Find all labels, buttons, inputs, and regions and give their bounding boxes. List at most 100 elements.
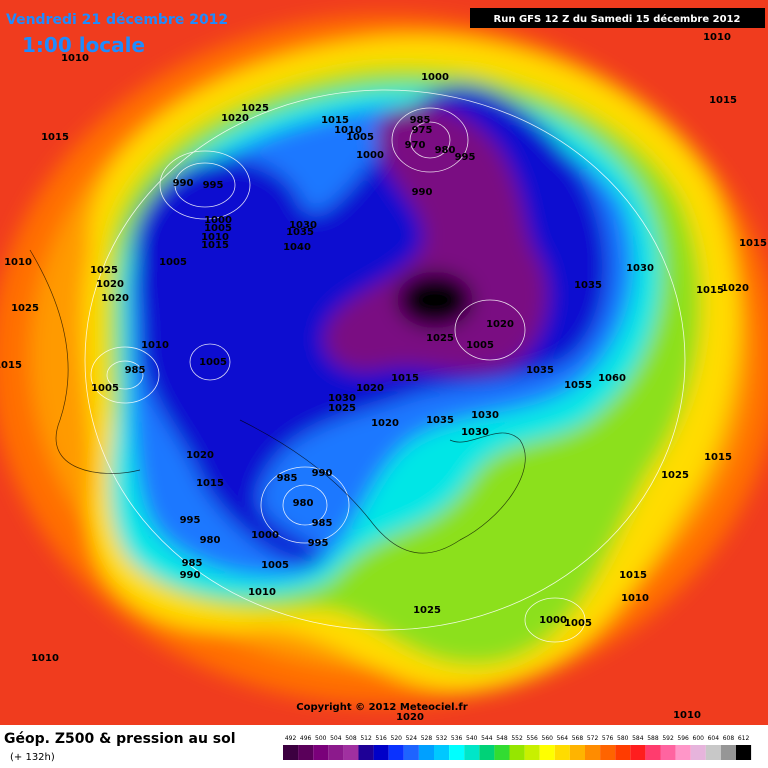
isobar-label: 1015 xyxy=(619,570,647,581)
isobar-label: 990 xyxy=(312,468,333,479)
isobar-label: 1030 xyxy=(461,427,489,438)
scale-label: 540 xyxy=(466,735,478,742)
isobar-label: 1000 xyxy=(204,215,232,226)
scale-swatch xyxy=(539,745,555,760)
isobar-label: 975 xyxy=(412,125,433,136)
time: 1:00 locale xyxy=(22,33,145,57)
isobar-label: 1020 xyxy=(186,450,214,461)
isobar-label: 1035 xyxy=(286,227,314,238)
field xyxy=(0,0,768,725)
isobar-label: 1000 xyxy=(539,615,567,626)
scale-label: 568 xyxy=(572,735,584,742)
scale-swatch xyxy=(524,745,540,760)
scale-swatch xyxy=(464,745,480,760)
date: Vendredi 21 décembre 2012 xyxy=(6,12,228,28)
isobar-label: 1015 xyxy=(321,115,349,126)
scale-label: 580 xyxy=(617,735,629,742)
scale-swatch xyxy=(418,745,434,760)
scale-label: 492 xyxy=(285,735,297,742)
isobar-label: 980 xyxy=(200,535,221,546)
run: Run GFS 12 Z du Samedi 15 décembre 2012 xyxy=(494,13,741,25)
isobar-label: 1010 xyxy=(673,710,701,721)
isobar-label: 1010 xyxy=(703,32,731,43)
isobar-label: 995 xyxy=(203,180,224,191)
isobar-label: 1000 xyxy=(421,72,449,83)
isobar-label: 1005 xyxy=(159,257,187,268)
scale-label: 604 xyxy=(708,735,720,742)
scale-label: 548 xyxy=(496,735,508,742)
scale-label: 520 xyxy=(391,735,403,742)
isobar-label: 1020 xyxy=(96,279,124,290)
isobar-label: 1010 xyxy=(141,340,169,351)
scale-label: 600 xyxy=(693,735,705,742)
isobar-label: 1030 xyxy=(328,393,356,404)
scale-label: 552 xyxy=(511,735,523,742)
isobar-label: 1030 xyxy=(471,410,499,421)
isobar-label: 1015 xyxy=(704,452,732,463)
isobar-label: 1025 xyxy=(11,303,39,314)
scale-label: 596 xyxy=(677,735,689,742)
scale-swatch xyxy=(630,745,646,760)
scale-label: 556 xyxy=(526,735,538,742)
isobar-label: 1060 xyxy=(598,373,626,384)
scale-swatch xyxy=(358,745,374,760)
isobar-label: 1010 xyxy=(621,593,649,604)
scale-swatch xyxy=(298,745,314,760)
isobar-label: 1005 xyxy=(346,132,374,143)
scale-swatch xyxy=(554,745,570,760)
scale-swatch xyxy=(494,745,510,760)
scale-swatch xyxy=(343,745,359,760)
scale-swatch xyxy=(479,745,495,760)
isobar-label: 1005 xyxy=(564,618,592,629)
isobar-label: 1015 xyxy=(696,285,724,296)
scale-label: 584 xyxy=(632,735,644,742)
scale-swatch xyxy=(675,745,691,760)
isobar-label: 1020 xyxy=(221,113,249,124)
isobar-label: 1015 xyxy=(196,478,224,489)
scale-label: 516 xyxy=(375,735,387,742)
isobar-label: 985 xyxy=(182,558,203,569)
isobar-label: 1035 xyxy=(526,365,554,376)
scale-swatch xyxy=(388,745,404,760)
isobar-label: 1025 xyxy=(661,470,689,481)
scale-label: 572 xyxy=(587,735,599,742)
isobar-label: 1030 xyxy=(289,220,317,231)
scale-label: 588 xyxy=(647,735,659,742)
isobar-label: 1040 xyxy=(283,242,311,253)
scale-swatch xyxy=(690,745,706,760)
isobar-label: 1025 xyxy=(413,605,441,616)
isobar-label: 1035 xyxy=(574,280,602,291)
isobar-label: 1015 xyxy=(739,238,767,249)
isobar-label: 990 xyxy=(412,187,433,198)
isobar-label: 1025 xyxy=(241,103,269,114)
scale-swatch xyxy=(449,745,465,760)
isobar-label: 1010 xyxy=(201,232,229,243)
isobar-label: 1010 xyxy=(61,53,89,64)
isobar-label: 1010 xyxy=(4,257,32,268)
run-box xyxy=(470,8,765,28)
isobar-label: 1010 xyxy=(334,125,362,136)
isobar-label: 985 xyxy=(277,473,298,484)
isobar-label: 1015 xyxy=(41,132,69,143)
scale-label: 536 xyxy=(451,735,463,742)
isobar-label: 1025 xyxy=(426,333,454,344)
scale-label: 612 xyxy=(738,735,750,742)
isobar-label: 985 xyxy=(125,365,146,376)
isobar-label: 985 xyxy=(410,115,431,126)
isobar-label: 1025 xyxy=(328,403,356,414)
scale-label: 496 xyxy=(300,735,312,742)
scale-label: 564 xyxy=(557,735,569,742)
isobar-label: 970 xyxy=(405,140,426,151)
isobar-label: 1010 xyxy=(31,653,59,664)
isobar-label: 980 xyxy=(293,498,314,509)
isobar-label: 1015 xyxy=(0,360,22,371)
scale-swatch xyxy=(615,745,631,760)
scale-swatch xyxy=(403,745,419,760)
scale-swatch xyxy=(720,745,736,760)
scale-swatch xyxy=(313,745,329,760)
isobar-label: 1010 xyxy=(248,587,276,598)
scale-swatch xyxy=(660,745,676,760)
isobar-label: 1005 xyxy=(466,340,494,351)
copyright: Copyright © 2012 Meteociel.fr xyxy=(296,702,467,713)
